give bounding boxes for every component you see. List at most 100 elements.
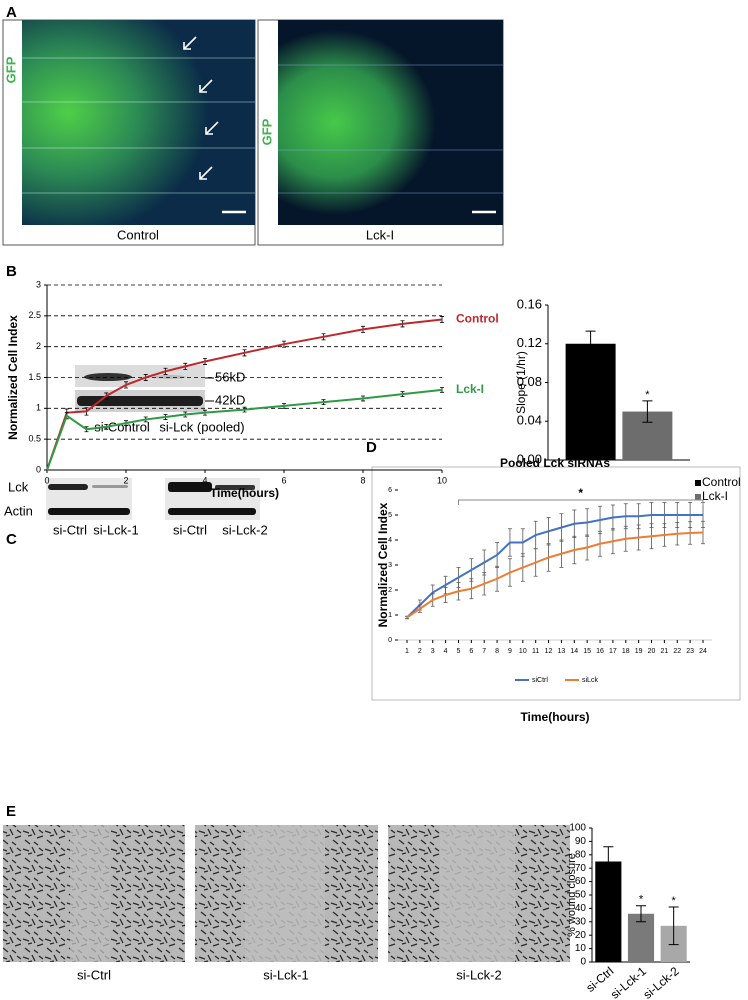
error-bar [636,905,646,923]
y-tick-label: 1 [36,403,41,413]
error-bar [642,400,653,423]
legend-label: Lck-I [702,489,728,503]
marker-label: 56kD [215,369,245,384]
line [406,531,704,619]
x-tick-label: 21 [660,648,668,655]
error-bar [700,520,705,545]
annotation: * [578,486,583,500]
x-tick-label: 22 [673,648,681,655]
panel-label: D [366,439,377,456]
x-tick-label: 10 [437,475,447,485]
x-tick-label: 18 [622,648,630,655]
x-tick-label: 15 [583,648,591,655]
y-axis-label: Normalized Cell Index [6,315,20,440]
x-tick-label: 2 [418,648,422,655]
marker-label: 42kD [215,392,245,407]
legend-swatch [695,494,701,500]
x-tick-label: 6 [281,475,286,485]
legend-swatch [695,480,701,486]
x-tick-label: 20 [648,648,656,655]
lane-label: si-Ctrl [173,522,207,537]
x-tick-label: 3 [431,648,435,655]
wound-gap [245,825,325,962]
y-tick-label: 2 [388,587,392,594]
x-tick-label: 5 [457,648,461,655]
image-caption: Lck-I [366,227,394,242]
blot-band [77,396,203,406]
fluorescence-image [278,20,503,225]
x-tick-label: 13 [558,648,566,655]
image-caption: Control [117,227,159,242]
annotation: * [639,894,644,906]
x-tick-label: 23 [686,648,694,655]
y-tick-label: 6 [388,487,392,494]
x-tick-label: 14 [570,648,578,655]
annotation: * [645,389,650,401]
legend-label: Lck-I [456,382,484,396]
blot-band [92,485,128,488]
y-tick-label: 1 [388,612,392,619]
x-tick-label: 24 [699,648,707,655]
annotation: * [672,895,677,907]
x-tick-label: 4 [202,475,207,485]
y-tick-label: 2.5 [28,310,41,320]
x-tick-label: 1 [405,648,409,655]
y-tick-label: 1.5 [28,372,41,382]
bar [565,343,616,460]
panel-label: E [6,803,16,820]
y-axis-label: Slope (1/hr) [514,351,528,414]
y-tick-label: 0.04 [517,413,542,428]
chart-title: Pooled Lck siRNAs [500,456,610,470]
wound-gap [70,825,110,962]
blot-band [154,375,186,379]
blot-band [48,484,88,490]
y-tick-label: 90 [575,836,587,847]
lane-label: si-Lck-1 [93,522,139,537]
y-tick-label: 2 [36,341,41,351]
blot-band [215,485,255,490]
x-tick-label: 12 [545,648,553,655]
y-tick-label: 40 [575,903,587,914]
line [46,318,443,471]
y-tick-label: 10 [575,943,587,954]
y-tick-label: 80 [575,849,587,860]
y-tick-label: 0.00 [517,451,542,466]
y-tick-label: 0.08 [517,374,542,389]
x-tick-label: 6 [469,648,473,655]
legend-label: Control [456,312,499,326]
blot-band [168,482,212,492]
legend-label: Control [702,475,741,489]
fluorescence-image [22,20,255,225]
wound-gap [440,825,515,962]
lane-label: si-Ctrl [53,522,87,537]
y-tick-label: 5 [388,512,392,519]
image-caption: si-Lck-2 [456,967,502,982]
x-tick-label: 2 [123,475,128,485]
arrows [183,36,219,180]
x-tick-label: 8 [360,475,365,485]
x-tick-label: si-Lck-2 [640,964,681,1000]
image-caption: si-Lck-1 [263,967,309,982]
lane-label: si-Lck (pooled) [159,419,244,434]
channel-lines [278,64,503,194]
blot-band [168,508,256,515]
legend-label: siLck [582,677,598,684]
y-tick-label: 60 [575,876,587,887]
bar [595,861,622,962]
y-tick-label: 0 [388,637,392,644]
panel-label: B [6,263,17,280]
line [46,388,443,471]
x-tick-label: 17 [609,648,617,655]
chart-frame [371,466,741,701]
channel-label: GFP [259,118,274,145]
error-bar [603,846,614,877]
row-label: Lck [8,479,29,494]
y-tick-label: 30 [575,916,587,927]
x-tick-label: 7 [482,648,486,655]
panel-label: C [6,531,17,548]
y-axis-label: Normalized Cell Index [376,502,390,627]
y-tick-label: 4 [388,537,392,544]
y-tick-label: 20 [575,930,587,941]
x-tick-label: 10 [519,648,527,655]
